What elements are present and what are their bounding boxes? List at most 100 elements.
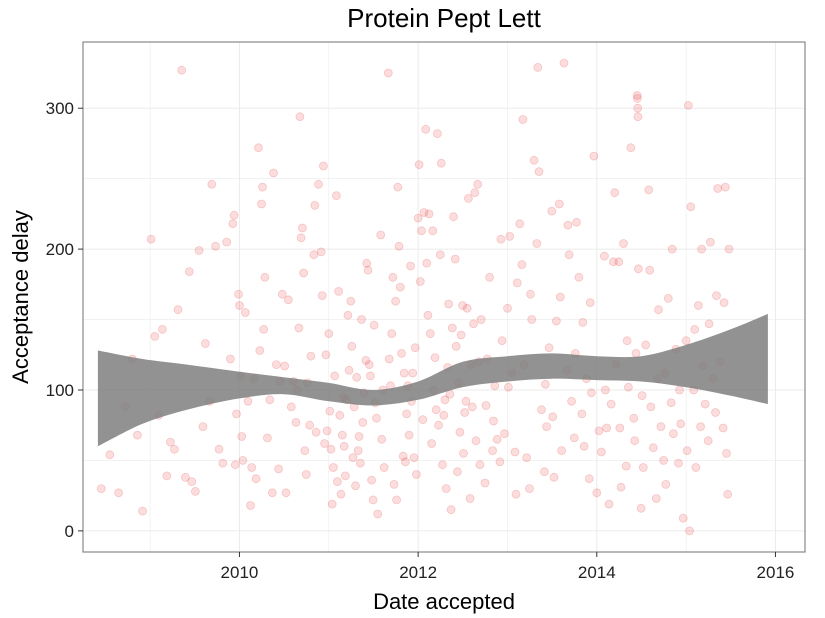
data-point — [229, 210, 239, 220]
data-point — [395, 282, 405, 292]
data-point — [633, 94, 642, 103]
data-point — [352, 372, 362, 382]
data-point — [305, 420, 315, 430]
data-point — [184, 267, 194, 277]
data-point — [353, 446, 363, 456]
data-point — [606, 399, 616, 409]
y-axis-ticks: 0 100 200 300 — [46, 99, 83, 541]
data-point — [703, 436, 713, 446]
data-point — [409, 453, 419, 463]
data-point — [413, 213, 423, 223]
data-point — [610, 188, 620, 198]
data-point — [686, 202, 696, 212]
data-point — [294, 323, 304, 333]
data-point — [162, 471, 172, 481]
data-point — [325, 406, 335, 416]
data-point — [340, 471, 350, 481]
data-point — [254, 143, 263, 153]
data-point — [451, 341, 461, 351]
data-point — [682, 446, 692, 456]
data-point — [666, 398, 676, 408]
data-point — [440, 395, 450, 405]
data-point — [311, 427, 321, 437]
data-point — [609, 257, 618, 267]
data-point — [505, 231, 515, 241]
data-point — [96, 484, 106, 494]
data-point — [373, 509, 383, 519]
data-point — [291, 417, 301, 427]
data-point — [548, 412, 558, 422]
data-point — [428, 226, 438, 236]
data-point — [274, 464, 284, 474]
data-point — [694, 301, 703, 310]
data-point — [404, 430, 414, 440]
data-point — [515, 219, 525, 229]
data-point — [616, 482, 626, 492]
data-point — [425, 329, 435, 339]
data-point — [510, 447, 520, 457]
y-tick-label: 200 — [46, 240, 74, 259]
data-point — [722, 448, 731, 458]
data-point — [555, 292, 565, 302]
data-point — [419, 208, 429, 217]
data-point — [190, 486, 200, 496]
data-point — [240, 308, 250, 317]
data-point — [105, 450, 115, 460]
data-point — [471, 436, 481, 446]
data-point — [481, 401, 491, 410]
panel-border — [82, 41, 806, 553]
data-point — [332, 477, 342, 487]
data-point — [503, 303, 512, 313]
data-point — [365, 371, 375, 381]
x-tick-label: 2010 — [221, 563, 259, 582]
data-point — [225, 354, 235, 364]
data-point — [348, 453, 358, 463]
data-point — [525, 484, 534, 494]
data-point — [675, 385, 684, 395]
data-point — [165, 437, 175, 447]
data-point — [399, 368, 409, 378]
data-point — [574, 272, 584, 282]
data-point — [391, 296, 401, 306]
data-point — [713, 184, 723, 193]
data-point — [641, 340, 651, 350]
data-point — [410, 343, 420, 353]
data-point — [146, 234, 156, 244]
data-point — [663, 293, 673, 303]
data-point — [431, 405, 441, 415]
data-point — [393, 182, 403, 192]
data-point — [577, 409, 587, 419]
x-axis-title: Date accepted — [373, 589, 515, 614]
data-point — [316, 247, 326, 257]
data-point — [644, 185, 654, 195]
data-point — [211, 241, 220, 251]
data-point — [685, 526, 694, 536]
data-point — [720, 182, 730, 192]
data-point — [232, 409, 241, 419]
data-point — [476, 315, 486, 324]
data-point — [358, 417, 368, 427]
data-points — [96, 58, 734, 536]
data-point — [648, 443, 658, 453]
data-point — [460, 408, 470, 417]
data-point — [449, 212, 458, 222]
data-point — [114, 488, 123, 498]
data-point — [621, 461, 631, 471]
data-point — [681, 336, 691, 346]
data-point — [414, 160, 424, 170]
data-point — [364, 360, 374, 370]
data-point — [462, 303, 472, 313]
data-point — [723, 489, 733, 499]
smoothing-band — [97, 313, 768, 447]
data-point — [388, 272, 398, 282]
data-point — [411, 470, 421, 479]
data-point — [564, 250, 574, 260]
data-point — [387, 329, 397, 339]
data-point — [678, 513, 688, 523]
data-point — [309, 250, 319, 260]
data-point — [589, 151, 599, 161]
data-point — [336, 489, 346, 499]
data-point — [557, 446, 566, 456]
data-point — [296, 233, 306, 243]
data-point — [636, 503, 646, 513]
